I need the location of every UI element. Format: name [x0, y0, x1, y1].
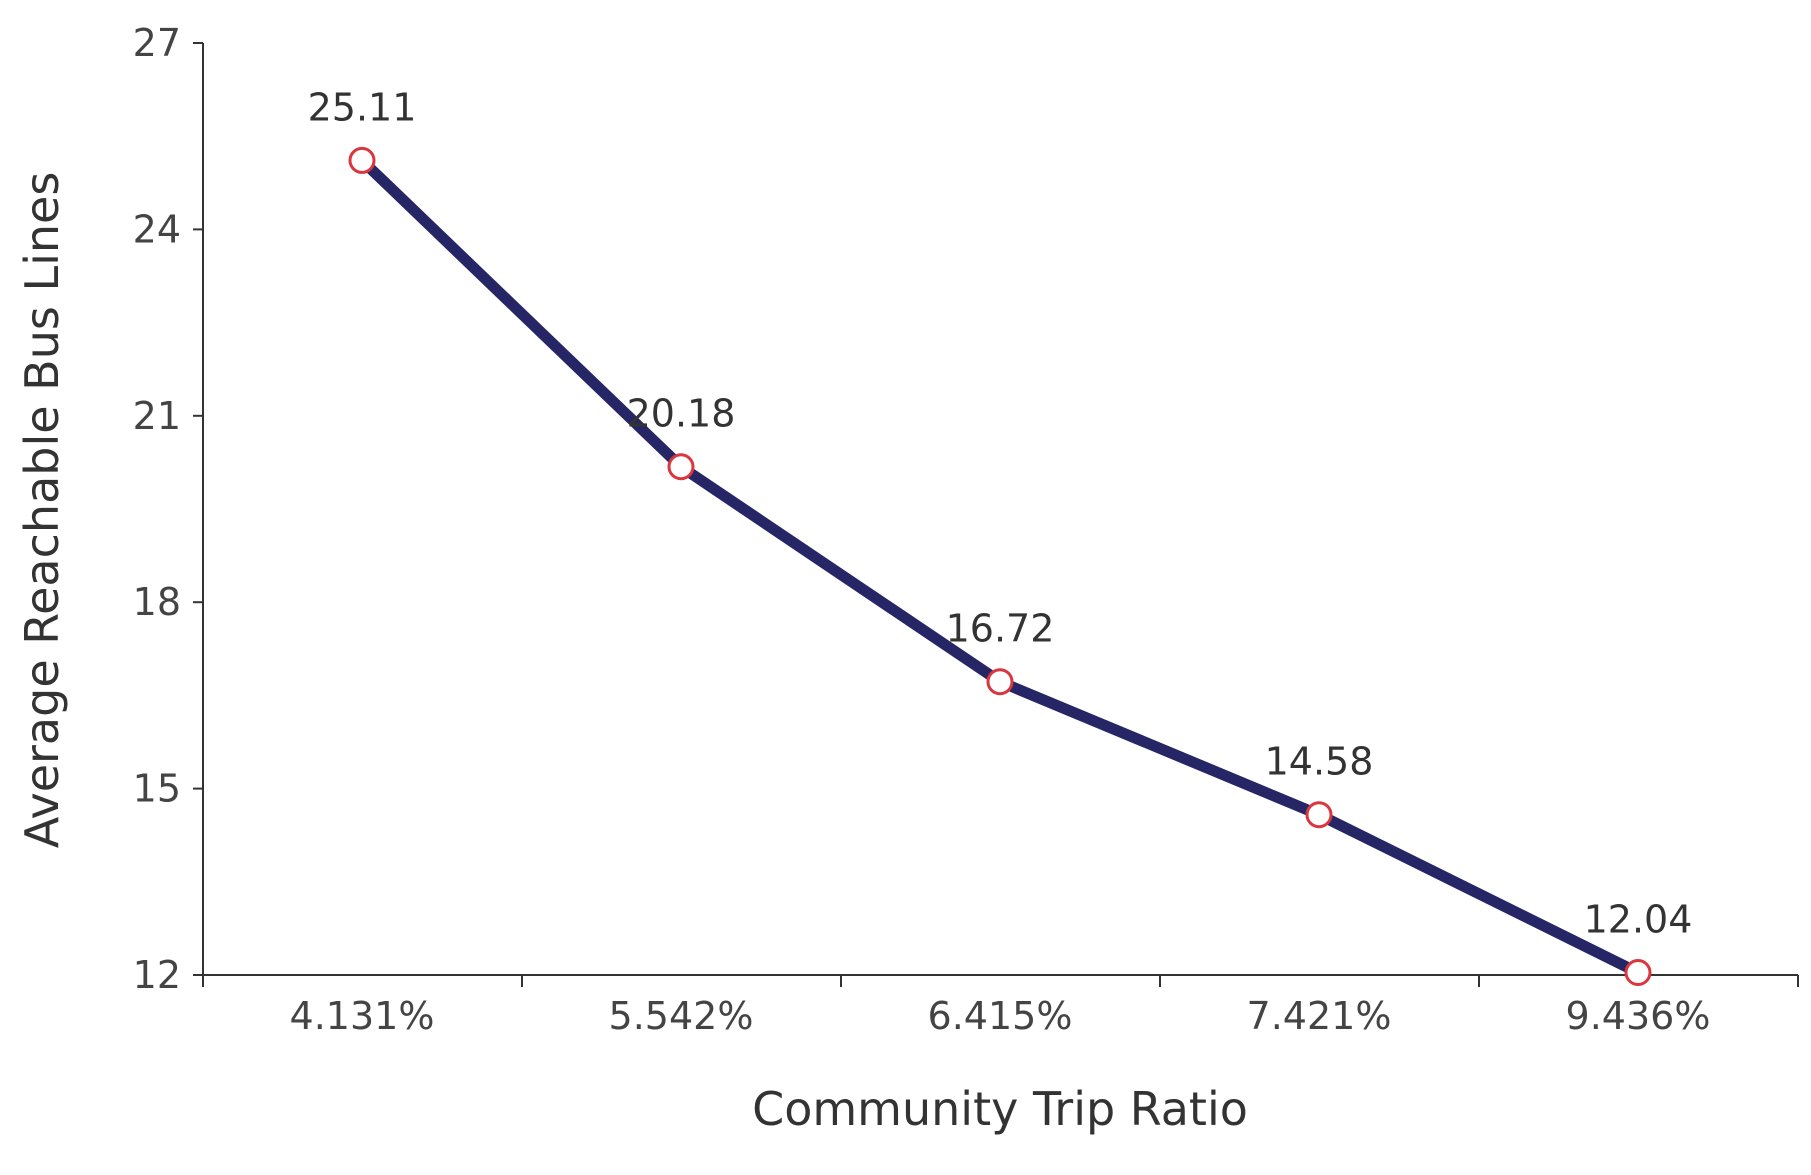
data-point: [348, 146, 376, 174]
data-label: 12.04: [1584, 898, 1693, 942]
series-line: [356, 154, 1644, 979]
x-tick-label: 6.415%: [928, 994, 1073, 1038]
data-label: 20.18: [627, 392, 736, 436]
series-group: [348, 146, 1652, 987]
y-tick-label: 18: [133, 580, 181, 624]
y-tick-label: 12: [133, 953, 181, 997]
x-tick-label: 7.421%: [1247, 994, 1392, 1038]
y-tick-label: 15: [133, 767, 181, 811]
data-label: 14.58: [1265, 740, 1374, 784]
x-ticks: 4.131% 5.542% 6.415% 7.421% 9.436%: [202, 975, 1799, 1038]
data-labels: 25.11 20.18 16.72 14.58 12.04: [308, 85, 1693, 941]
data-point: [1624, 959, 1652, 987]
y-axis-title: Average Reachable Bus Lines: [15, 172, 69, 849]
data-point: [1305, 801, 1333, 829]
x-axis-title: Community Trip Ratio: [752, 1082, 1248, 1136]
x-tick-label: 5.542%: [609, 994, 754, 1038]
x-tick-label: 4.131%: [290, 994, 435, 1038]
data-label: 16.72: [946, 607, 1055, 651]
y-ticks: 12 15 18 21 24 27: [133, 21, 203, 997]
data-point: [667, 453, 695, 481]
x-tick-label: 9.436%: [1566, 994, 1711, 1038]
y-tick-label: 24: [133, 207, 181, 251]
data-point: [986, 668, 1014, 696]
y-tick-label: 27: [133, 21, 181, 65]
data-label: 25.11: [308, 85, 417, 129]
y-tick-label: 21: [133, 394, 181, 438]
